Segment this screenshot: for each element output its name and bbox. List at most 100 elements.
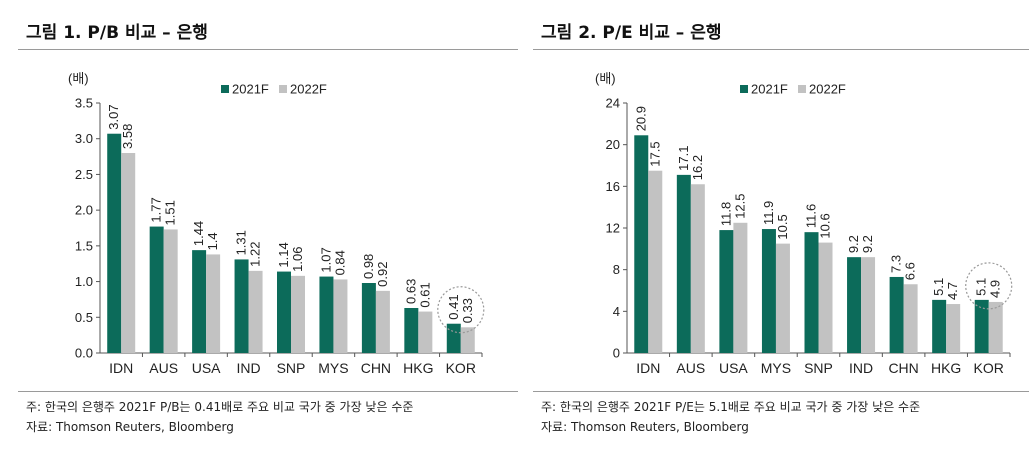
data-label: 0.98 (361, 254, 376, 279)
bar-2021f-aus (149, 226, 164, 353)
data-label: 1.51 (163, 200, 178, 225)
chart-note: 주: 한국의 은행주 2021F P/E는 5.1배로 주요 비교 국가 중 가… (541, 400, 921, 414)
y-axis-label: (배) (595, 71, 616, 86)
data-label: 11.9 (761, 201, 776, 225)
data-label: 7.3 (889, 255, 904, 273)
bar-2021f-snp (277, 271, 291, 353)
y-tick-label: 1.5 (75, 238, 93, 253)
legend-label: 2021F (751, 82, 788, 97)
data-label: 17.1 (676, 146, 691, 171)
data-label: 17.5 (647, 141, 662, 166)
data-label: 0.92 (375, 262, 390, 287)
chart-source: 자료: Thomson Reuters, Bloomberg (541, 420, 749, 434)
data-label: 20.9 (633, 106, 648, 131)
bar-2022f-ind (248, 270, 263, 353)
y-tick-label: 2.5 (75, 167, 93, 182)
y-tick-label: 0.5 (75, 310, 93, 325)
chart-source: 자료: Thomson Reuters, Bloomberg (26, 420, 234, 434)
data-label: 5.1 (931, 278, 946, 296)
bar-2021f-idn (634, 135, 649, 353)
data-label: 12.5 (732, 193, 747, 218)
x-tick-label: CHN (888, 360, 918, 376)
data-label: 4.7 (945, 282, 960, 300)
y-tick-label: 16 (606, 179, 620, 194)
bottom-divider (533, 391, 1029, 392)
x-tick-label: HKG (403, 360, 433, 376)
bar-2022f-snp (818, 242, 833, 353)
data-label: 0.41 (446, 294, 461, 319)
legend-swatch (740, 85, 748, 93)
data-label: 1.22 (248, 242, 263, 267)
x-tick-label: KOR (974, 360, 1004, 376)
data-label: 16.2 (690, 155, 705, 180)
bar-2021f-snp (804, 232, 819, 353)
data-label: 0.61 (417, 282, 432, 307)
pe-bar-chart: (배) 2021F 2022F 0 4 8 12 16 20 24 IDN 20.9 17.5 AUS 17… (595, 71, 1013, 376)
bar-2022f-chn (375, 290, 390, 353)
y-tick-label: 0 (613, 346, 620, 361)
bar-2021f-usa (719, 230, 734, 353)
top-divider (533, 49, 1029, 50)
x-tick-label: MYS (318, 360, 348, 376)
bar-2021f-kor (446, 323, 461, 353)
bar-2021f-ind (847, 257, 862, 353)
data-label: 0.84 (332, 250, 347, 275)
bar-2022f-aus (163, 229, 178, 353)
bar-2022f-kor (988, 301, 1003, 353)
x-tick-label: IDN (636, 360, 660, 376)
x-tick-label: USA (192, 360, 221, 376)
bar-2022f-mys (333, 279, 348, 353)
data-label: 1.14 (276, 242, 291, 267)
bar-2021f-mys (761, 229, 776, 353)
data-label: 0.63 (403, 279, 418, 304)
x-tick-label: KOR (446, 360, 476, 376)
bottom-divider (18, 391, 518, 392)
y-tick-label: 8 (613, 262, 620, 277)
y-tick-label: 1.0 (75, 274, 93, 289)
data-label: 9.2 (860, 235, 875, 253)
data-label: 0.33 (460, 298, 475, 323)
y-tick-label: 12 (606, 221, 620, 236)
highlight-circle (437, 286, 485, 334)
chart-title: 그림 2. P/E 비교 – 은행 (541, 23, 722, 43)
legend-swatch (798, 85, 806, 93)
highlight-circle (965, 262, 1013, 310)
pe-chart-panel: 그림 2. P/E 비교 – 은행 (배) 2021F 2022F 0 4 8 12 16 20… (533, 0, 1029, 462)
data-label: 1.4 (205, 232, 220, 250)
data-label: 5.1 (974, 278, 989, 296)
data-label: 6.6 (903, 262, 918, 280)
data-label: 1.06 (290, 247, 305, 272)
bar-2022f-mys (775, 243, 790, 353)
data-label: 4.9 (988, 280, 1003, 298)
bar-2022f-hkg (946, 304, 961, 353)
y-tick-label: 24 (606, 96, 620, 111)
pb-chart-panel: 그림 1. P/B 비교 – 은행 (배) 2021F 2022F 0.0 0.5 1.0… (18, 0, 518, 462)
pb-bar-chart: (배) 2021F 2022F 0.0 0.5 1.0 1.5 2.0 2.5 3.0 3.5 IDN… (68, 71, 485, 376)
bar-2022f-aus (690, 184, 705, 353)
data-label: 10.5 (775, 214, 790, 239)
bar-2021f-chn (889, 276, 904, 353)
bar-2022f-idn (121, 153, 136, 353)
x-tick-label: IDN (109, 360, 133, 376)
data-label: 3.07 (106, 104, 121, 129)
bar-2022f-kor (460, 327, 475, 353)
data-label: 1.44 (191, 221, 206, 246)
x-tick-label: AUS (149, 360, 178, 376)
data-label: 11.8 (718, 202, 733, 226)
bar-2022f-ind (861, 257, 876, 353)
bar-2022f-snp (291, 275, 305, 353)
bar-2022f-usa (733, 222, 748, 353)
bar-2022f-usa (206, 254, 221, 353)
x-tick-label: HKG (931, 360, 961, 376)
legend-label: 2022F (290, 82, 327, 97)
y-tick-label: 4 (613, 304, 620, 319)
chart-note: 주: 한국의 은행주 2021F P/B는 0.41배로 주요 비교 국가 중 … (26, 400, 414, 414)
data-label: 1.77 (149, 197, 164, 222)
y-axis-label: (배) (68, 71, 89, 86)
y-tick-label: 0.0 (75, 346, 93, 361)
bar-2022f-hkg (418, 311, 433, 353)
data-label: 11.6 (804, 204, 819, 228)
data-label: 1.07 (318, 247, 333, 272)
y-tick-label: 20 (606, 137, 620, 152)
bar-2021f-kor (974, 299, 989, 353)
